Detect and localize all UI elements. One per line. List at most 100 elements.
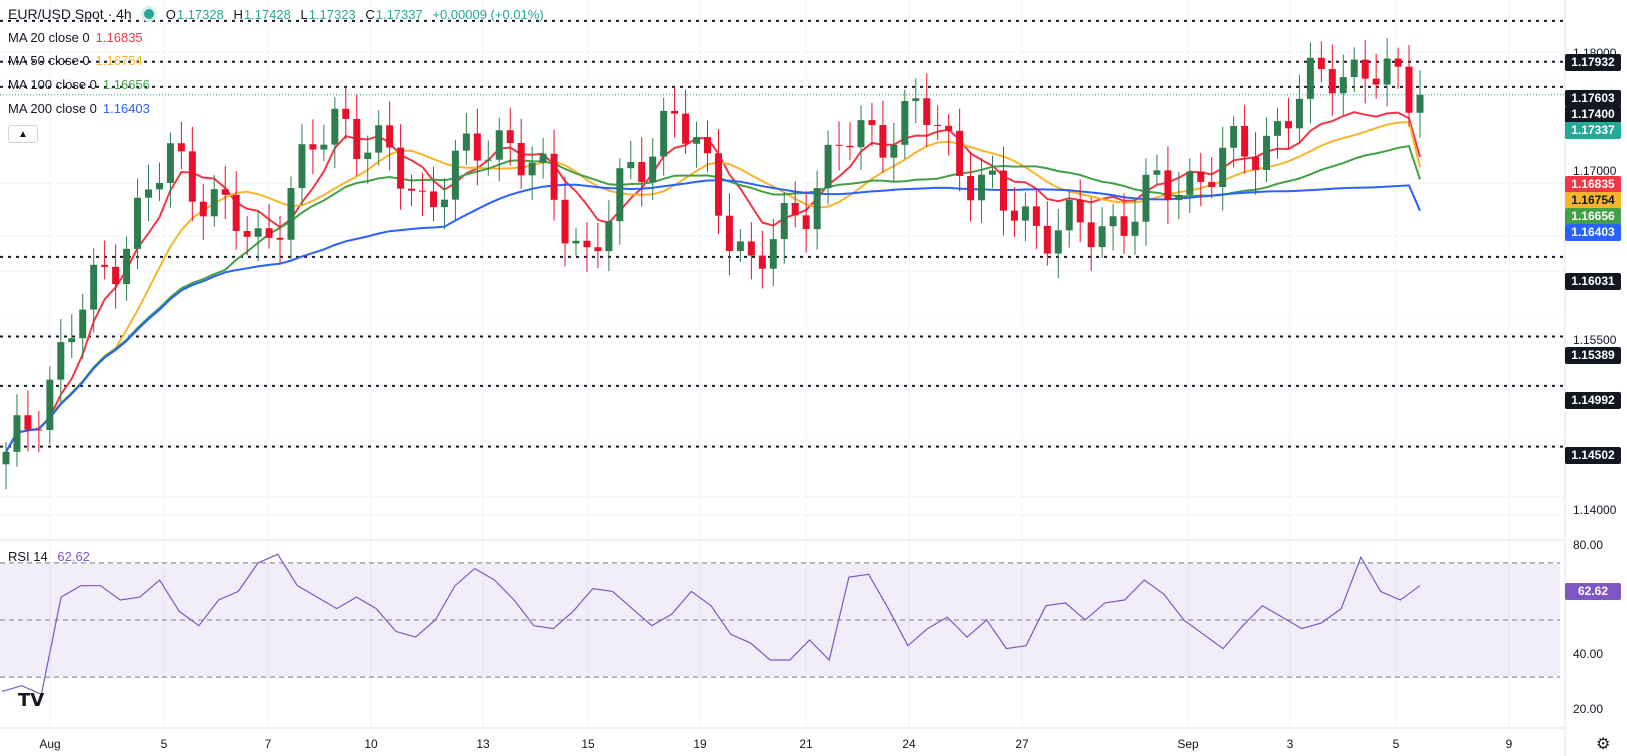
candle-body xyxy=(1241,125,1249,157)
candle-body xyxy=(1219,147,1227,187)
candle-body xyxy=(210,189,218,217)
date-tick: 21 xyxy=(799,737,813,751)
candles xyxy=(2,38,1424,490)
ma200-line xyxy=(5,179,1421,453)
candle-body xyxy=(1087,222,1095,248)
price-tick: 1.14000 xyxy=(1573,503,1617,517)
candle-body xyxy=(736,241,744,252)
candle-body xyxy=(506,130,514,143)
price-tag-level: 1.17603 xyxy=(1565,90,1621,107)
legend-ma50-value: 1.16754 xyxy=(95,53,143,68)
legend-ma50[interactable]: MA 50 close 0 1.16754 xyxy=(8,53,143,68)
candle-body xyxy=(791,203,799,216)
price-tag-last: 1.17337 xyxy=(1565,122,1621,139)
candle-body xyxy=(112,266,120,285)
candle-body xyxy=(1021,206,1029,221)
candle-body xyxy=(188,151,196,202)
legend-ma200[interactable]: MA 200 close 0 1.16403 xyxy=(8,101,150,116)
candle-body xyxy=(879,125,887,158)
gear-icon[interactable]: ⚙ xyxy=(1596,736,1611,753)
candle-body xyxy=(769,239,777,269)
candle-body xyxy=(868,120,876,126)
candle-body xyxy=(693,137,701,144)
candle-body xyxy=(967,175,975,201)
candle-body xyxy=(155,182,163,190)
candle-body xyxy=(451,150,459,200)
candle-body xyxy=(298,144,306,188)
open-value: 1.17328 xyxy=(176,6,224,22)
rsi-legend[interactable]: RSI 14 62.62 xyxy=(8,549,90,564)
symbol-title[interactable]: EUR/USD Spot · 4h xyxy=(8,6,132,22)
price-tag-ma50: 1.16754 xyxy=(1565,192,1621,209)
candle-body xyxy=(309,144,317,150)
date-tick: 9 xyxy=(1505,737,1513,751)
low-value: 1.17323 xyxy=(308,6,356,22)
high-key: H xyxy=(233,6,243,22)
candle-body xyxy=(857,120,865,148)
candle-body xyxy=(386,125,394,148)
candle-body xyxy=(1394,58,1402,67)
candle-body xyxy=(440,199,448,208)
candle-body xyxy=(134,197,142,249)
candle-body xyxy=(35,429,43,431)
candle-body xyxy=(473,133,481,161)
date-tick: 27 xyxy=(1015,737,1029,751)
close-key: C xyxy=(365,6,375,22)
collapse-legend-button[interactable]: ▲ xyxy=(8,125,38,143)
candle-body xyxy=(1295,98,1303,129)
candle-body xyxy=(79,309,87,339)
candle-body xyxy=(638,161,646,183)
candle-body xyxy=(1317,57,1325,70)
candle-body xyxy=(287,187,295,240)
candle-body xyxy=(583,240,591,248)
candle-body xyxy=(999,170,1007,211)
legend-ma100-label: MA 100 close 0 xyxy=(8,77,97,92)
candle-body xyxy=(561,199,569,244)
candle-body xyxy=(1010,210,1018,221)
candle-body xyxy=(1164,170,1172,201)
date-tick: 13 xyxy=(476,737,490,751)
rsi-value: 62.62 xyxy=(57,549,90,564)
candle-body xyxy=(747,241,755,256)
date-tick: 10 xyxy=(364,737,378,751)
date-tick: 15 xyxy=(581,737,595,751)
legend-ma20[interactable]: MA 20 close 0 1.16835 xyxy=(8,30,143,45)
candle-body xyxy=(671,110,679,114)
candle-body xyxy=(199,201,207,217)
open-key: O xyxy=(165,6,176,22)
price-tag-level: 1.14992 xyxy=(1565,392,1621,409)
candle-body xyxy=(978,174,986,201)
candle-body xyxy=(2,451,10,465)
price-tag-level: 1.16031 xyxy=(1565,273,1621,290)
candle-body xyxy=(243,231,251,237)
candle-body xyxy=(101,264,109,267)
candle-body xyxy=(594,247,602,252)
candle-body xyxy=(780,203,788,240)
tradingview-logo[interactable]: TV xyxy=(18,690,45,711)
candle-body xyxy=(1284,121,1292,129)
legend-ma50-label: MA 50 close 0 xyxy=(8,53,90,68)
candle-body xyxy=(1043,225,1051,254)
date-tick: 19 xyxy=(693,737,707,751)
candle-body xyxy=(627,161,635,169)
candle-body xyxy=(923,98,931,125)
candle-body xyxy=(90,264,98,310)
candle-body xyxy=(1350,59,1358,78)
moving-average-lines xyxy=(5,111,1421,453)
candle-body xyxy=(835,144,843,146)
price-tick: 1.15500 xyxy=(1573,333,1617,347)
legend-ma100[interactable]: MA 100 close 0 1.16656 xyxy=(8,77,150,92)
candle-body xyxy=(1306,57,1314,99)
grid-lines xyxy=(0,0,1565,728)
legend-ma100-value: 1.16656 xyxy=(102,77,150,92)
candle-body xyxy=(397,147,405,189)
candle-body xyxy=(320,144,328,150)
candle-body xyxy=(517,142,525,176)
candle-body xyxy=(254,228,262,237)
rsi-label: RSI 14 xyxy=(8,549,48,564)
candle-body xyxy=(68,338,76,343)
candle-body xyxy=(232,194,240,232)
candle-body xyxy=(177,143,185,152)
candle-body xyxy=(331,108,339,145)
